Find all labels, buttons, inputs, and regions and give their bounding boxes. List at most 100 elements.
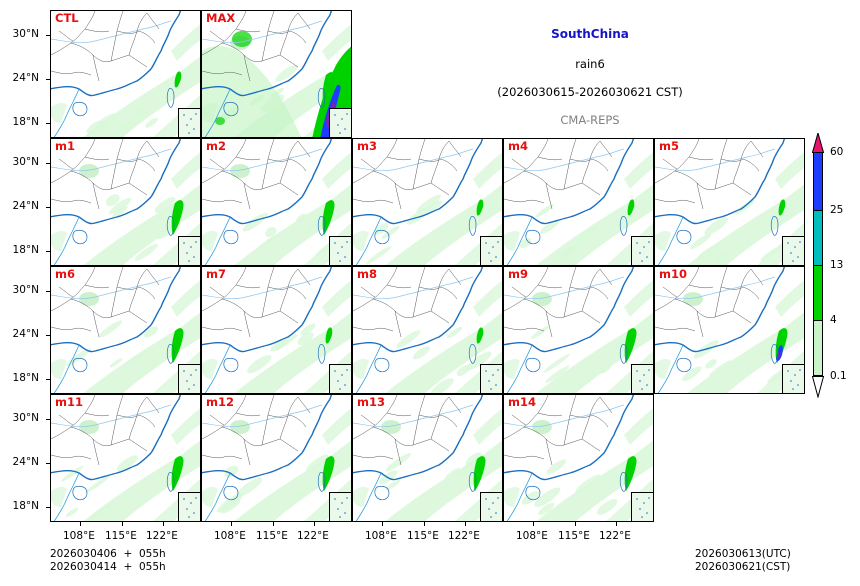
map-panel-m10: m10 (654, 266, 805, 394)
x-tick-mark (273, 522, 274, 526)
y-tick-label: 24°N (12, 200, 39, 212)
source-title: CMA-REPS (560, 113, 620, 127)
valid-time-utc: 2026030613(UTC) (695, 548, 791, 560)
panel-label: MAX (206, 11, 236, 25)
colorbar-segment-0.1-4 (813, 320, 823, 376)
y-tick-label: 30°N (12, 284, 39, 296)
panel-label: m3 (357, 139, 377, 153)
south-china-sea-inset (480, 364, 502, 393)
south-china-sea-inset (480, 492, 502, 521)
south-china-sea-inset (631, 364, 653, 393)
south-china-sea-inset (631, 236, 653, 265)
x-tick-label: 122°E (448, 530, 480, 542)
y-tick-mark (46, 463, 50, 464)
colorbar-label-4: 4 (830, 314, 837, 326)
y-tick-mark (46, 163, 50, 164)
map-panel-m8: m8 (352, 266, 503, 394)
y-tick-mark (46, 35, 50, 36)
south-china-sea-inset (178, 236, 200, 265)
x-tick-mark (231, 522, 232, 526)
map-panel-ctl: CTL (50, 10, 201, 138)
panel-label: m7 (206, 267, 226, 281)
map-panel-m1: m1 (50, 138, 201, 266)
y-tick-label: 24°N (12, 72, 39, 84)
y-tick-mark (46, 207, 50, 208)
x-tick-mark (575, 522, 576, 526)
variable-title: rain6 (575, 57, 605, 71)
x-tick-mark (533, 522, 534, 526)
south-china-sea-inset (178, 108, 200, 137)
x-tick-mark (80, 522, 81, 526)
x-tick-label: 115°E (558, 530, 590, 542)
x-tick-mark (163, 522, 164, 526)
x-tick-mark (122, 522, 123, 526)
y-tick-label: 30°N (12, 412, 39, 424)
south-china-sea-inset (329, 236, 351, 265)
map-panel-m2: m2 (201, 138, 352, 266)
y-tick-mark (46, 379, 50, 380)
panel-label: m6 (55, 267, 75, 281)
x-tick-label: 115°E (256, 530, 288, 542)
south-china-sea-inset (631, 492, 653, 521)
colorbar-segment-25-60 (813, 152, 823, 210)
south-china-sea-inset (178, 492, 200, 521)
panel-label: m11 (55, 395, 83, 409)
x-tick-label: 122°E (297, 530, 329, 542)
colorbar-min-extend-arrow (812, 376, 824, 398)
panel-label: m5 (659, 139, 679, 153)
colorbar-label-60: 60 (830, 146, 844, 158)
init-time-utc: 2026030406 + 055h (50, 548, 166, 560)
south-china-sea-inset (782, 236, 804, 265)
panel-label: m9 (508, 267, 528, 281)
x-tick-mark (314, 522, 315, 526)
map-panel-m7: m7 (201, 266, 352, 394)
map-panel-m11: m11 (50, 394, 201, 522)
panel-label: m14 (508, 395, 536, 409)
region-title: SouthChina (551, 27, 629, 41)
x-tick-label: 122°E (146, 530, 178, 542)
x-tick-label: 108°E (63, 530, 95, 542)
map-panel-m12: m12 (201, 394, 352, 522)
valid-time-cst: 2026030621(CST) (695, 561, 791, 573)
period-title: (2026030615-2026030621 CST) (497, 85, 683, 99)
y-tick-mark (46, 251, 50, 252)
y-tick-label: 30°N (12, 156, 39, 168)
x-tick-label: 115°E (407, 530, 439, 542)
x-tick-label: 108°E (214, 530, 246, 542)
y-tick-label: 18°N (12, 244, 39, 256)
x-tick-label: 108°E (516, 530, 548, 542)
y-tick-mark (46, 419, 50, 420)
south-china-sea-inset (329, 364, 351, 393)
y-tick-mark (46, 335, 50, 336)
map-panel-max: MAX (201, 10, 352, 138)
colorbar-label-0.1: 0.1 (830, 370, 847, 382)
south-china-sea-inset (329, 108, 351, 137)
panel-label: CTL (55, 11, 79, 25)
y-tick-label: 24°N (12, 328, 39, 340)
y-tick-label: 18°N (12, 500, 39, 512)
x-tick-label: 108°E (365, 530, 397, 542)
y-tick-label: 18°N (12, 372, 39, 384)
y-tick-label: 18°N (12, 116, 39, 128)
x-tick-label: 115°E (105, 530, 137, 542)
y-tick-mark (46, 507, 50, 508)
south-china-sea-inset (178, 364, 200, 393)
panel-label: m13 (357, 395, 385, 409)
x-tick-mark (616, 522, 617, 526)
y-tick-label: 24°N (12, 456, 39, 468)
map-panel-m5: m5 (654, 138, 805, 266)
y-tick-mark (46, 123, 50, 124)
south-china-sea-inset (329, 492, 351, 521)
x-tick-mark (382, 522, 383, 526)
y-tick-mark (46, 291, 50, 292)
map-panel-m3: m3 (352, 138, 503, 266)
init-time-cst: 2026030414 + 055h (50, 561, 166, 573)
map-panel-m6: m6 (50, 266, 201, 394)
panel-label: m10 (659, 267, 687, 281)
map-panel-m9: m9 (503, 266, 654, 394)
x-tick-mark (424, 522, 425, 526)
south-china-sea-inset (480, 236, 502, 265)
panel-label: m12 (206, 395, 234, 409)
colorbar-segment-13-25 (813, 210, 823, 265)
map-panel-m13: m13 (352, 394, 503, 522)
